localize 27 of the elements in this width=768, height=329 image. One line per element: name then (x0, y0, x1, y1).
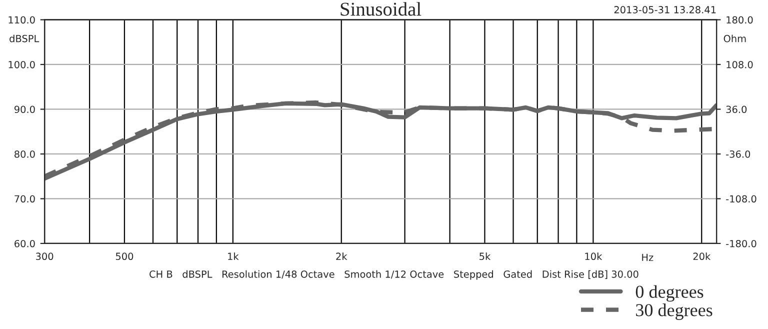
chart-title: Sinusoidal (340, 2, 422, 16)
y-tick-label: 60.0 (14, 240, 35, 248)
y2-tick-label: -180.0 (726, 240, 756, 248)
x-tick-label: 20k (693, 252, 711, 260)
y2-tick-label: -108.0 (726, 195, 756, 203)
y-tick-label: 90.0 (14, 106, 35, 114)
legend-label: 30 degrees (636, 304, 712, 320)
x-axis-title: Hz (642, 254, 654, 261)
y-tick-label: 110.0 (8, 16, 35, 24)
x-tick-label: 10k (585, 252, 602, 260)
y2-tick-label: 108.0 (726, 60, 753, 68)
x-tick-label: 300 (36, 252, 54, 260)
y-tick-label: 70.0 (14, 195, 35, 203)
y2-tick-label: -36.0 (726, 150, 750, 158)
legend-label: 0 degrees (636, 285, 704, 302)
y-axis-title: dBSPL (10, 34, 40, 42)
y2-axis-title: Ohm (724, 34, 746, 42)
x-tick-label: 500 (116, 252, 134, 260)
y2-tick-label: 36.0 (726, 106, 747, 114)
y-tick-label: 80.0 (14, 150, 35, 158)
x-tick-label: 2k (336, 252, 348, 260)
x-tick-label: 1k (228, 252, 239, 260)
x-tick-label: 5k (480, 252, 491, 260)
text: CH B dBSPL Resolution 1/48 Octave Smooth 1/12 Octave Stepped Gated Dist Rise [dB] 30.00 (150, 270, 638, 280)
y-tick-label: 100.0 (8, 60, 35, 68)
text: 2013-05-31 13.28.41 (614, 6, 716, 14)
y2-tick-label: 180.0 (726, 16, 753, 24)
